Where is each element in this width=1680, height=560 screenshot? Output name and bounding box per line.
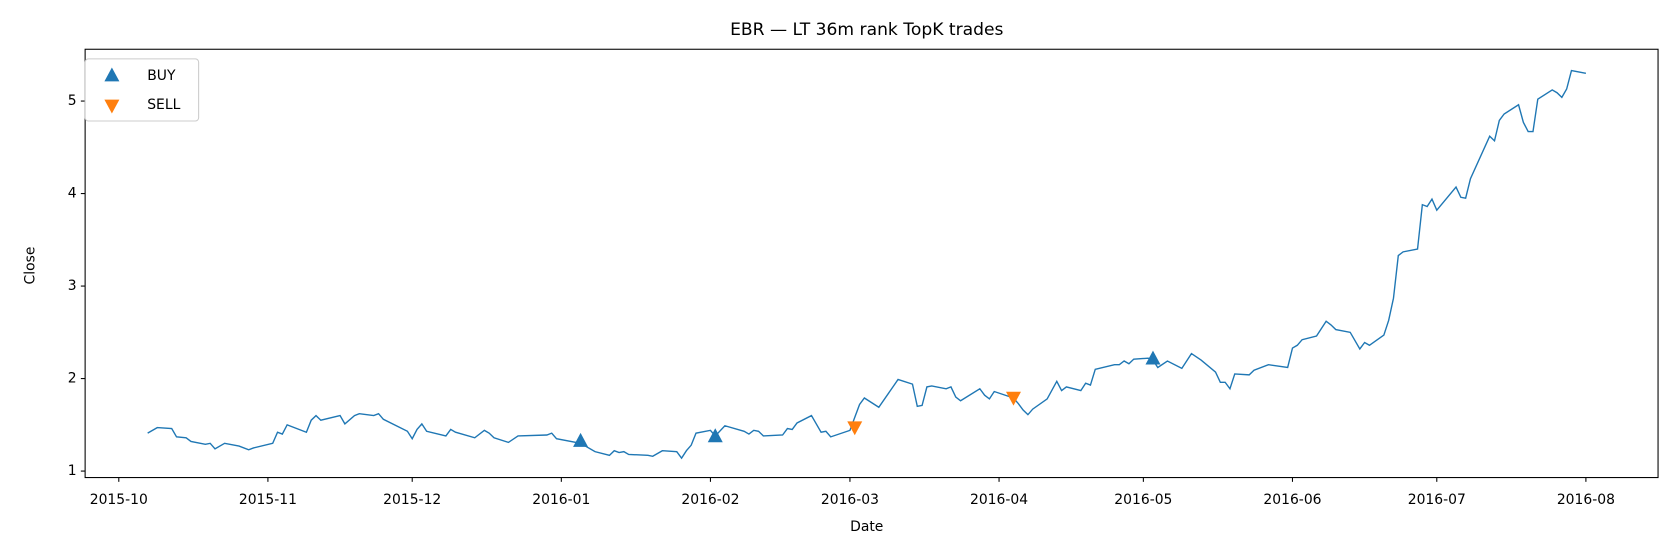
y-tick-label: 2	[68, 371, 77, 387]
trade-marker	[707, 428, 723, 443]
x-tick-label: 2016-03	[821, 492, 879, 508]
x-tick-label: 2016-08	[1557, 492, 1615, 508]
legend-marker	[104, 99, 120, 114]
y-tick-label: 4	[68, 186, 77, 202]
x-tick-label: 2015-10	[90, 492, 148, 508]
price-line	[147, 69, 1587, 460]
legend-label: SELL	[147, 97, 180, 113]
legend-label: BUY	[147, 68, 176, 84]
x-tick-label: 2015-12	[383, 492, 441, 508]
x-tick-label: 2016-04	[970, 492, 1028, 508]
x-tick-label: 2016-07	[1408, 492, 1466, 508]
y-axis-label: Close	[23, 247, 39, 285]
x-tick-label: 2016-01	[532, 492, 590, 508]
trade-marker	[1005, 391, 1021, 406]
y-tick-label: 1	[68, 463, 77, 479]
chart-title: EBR — LT 36m rank TopK trades	[730, 20, 1003, 40]
trade-marker	[573, 432, 589, 447]
x-tick-label: 2016-05	[1114, 492, 1172, 508]
plot-frame	[84, 48, 1659, 479]
y-tick-label: 3	[68, 278, 77, 294]
x-tick-label: 2015-11	[239, 492, 297, 508]
trade-marker	[847, 421, 863, 436]
y-tick-label: 5	[68, 93, 77, 109]
x-tick-label: 2016-06	[1263, 492, 1321, 508]
legend-box	[84, 58, 200, 122]
x-tick-label: 2016-02	[681, 492, 739, 508]
legend-marker	[104, 67, 120, 82]
x-axis-label: Date	[850, 519, 883, 535]
trade-marker	[1145, 350, 1161, 365]
